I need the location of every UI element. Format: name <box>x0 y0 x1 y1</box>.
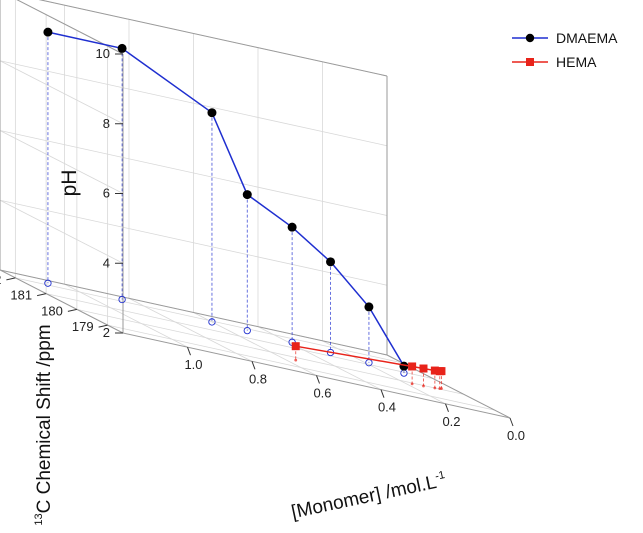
tick-labels: 10 8 6 4 2 182 181 180 179 1.0 0.8 0.6 0.4 0.2 0.0 <box>0 46 525 443</box>
back-wall-grid-line <box>0 130 388 216</box>
hema-point <box>419 364 428 373</box>
hema-floor-projection <box>294 358 298 362</box>
floor-grid-line <box>257 326 382 391</box>
x-tick-label: 0.8 <box>249 371 267 386</box>
x-axis-label-superscript: -1 <box>434 469 446 483</box>
legend-item-dmaema: DMAEMA <box>512 30 618 46</box>
x-tick-label: 0.0 <box>507 428 525 443</box>
x-tick-label: 0.4 <box>378 400 396 415</box>
x-tick-label: 0.2 <box>442 414 460 429</box>
side-wall-grid-line <box>0 60 124 125</box>
box-edge <box>38 0 388 77</box>
dmaema-point <box>399 361 409 371</box>
y-tick-mark <box>98 324 108 328</box>
y-tick-label: 181 <box>10 288 32 303</box>
dmaema-floor-projection <box>208 318 216 326</box>
box-edge <box>0 269 124 334</box>
x-tick-mark <box>187 346 191 356</box>
legend-label-hema: HEMA <box>556 54 597 70</box>
floor-grid-line <box>193 312 317 376</box>
y-tick-label: 180 <box>41 303 63 318</box>
legend-item-hema: HEMA <box>512 54 597 70</box>
dmaema-floor-projection <box>118 295 126 304</box>
drop-lines <box>44 32 443 391</box>
floor-grid-line <box>107 324 495 411</box>
floor-grid-line <box>46 293 434 380</box>
x-tick-label: 1.0 <box>184 357 202 372</box>
legend-label-dmaema: DMAEMA <box>556 30 618 46</box>
floor-grid-line <box>322 340 446 405</box>
legend: DMAEMA HEMA <box>512 30 618 70</box>
x-axis-label: [Monomer] /mol.L-1 <box>289 469 448 523</box>
side-wall-grid-line <box>0 199 124 264</box>
dmaema-floor-projection <box>44 279 52 287</box>
z-axis-label: pH <box>58 170 81 197</box>
y-axis-label-superscript: 13 <box>33 513 45 525</box>
dmaema-point <box>242 190 252 200</box>
dmaema-point <box>117 43 127 53</box>
dmaema-point <box>287 222 297 232</box>
floor-grid-line <box>128 297 253 362</box>
y-tick-mark <box>37 293 47 297</box>
y-tick-label: 179 <box>72 319 94 334</box>
floor-grid-line <box>64 283 188 348</box>
x-tick-label: 0.6 <box>313 386 331 401</box>
x-tick-mark <box>509 417 514 427</box>
x-axis-label-text: [Monomer] /mol.L <box>290 472 439 523</box>
dmaema-series-line <box>47 31 405 367</box>
hema-floor-projection <box>433 386 437 390</box>
x-tick-mark <box>251 361 256 370</box>
hema-floor-projection <box>422 384 425 388</box>
box-edge <box>0 269 388 356</box>
z-tick-label: 8 <box>103 116 110 131</box>
y-axis-label: 13C Chemical Shift /ppm <box>33 324 55 525</box>
x-tick-mark <box>445 403 449 413</box>
svg-text:13C Chemical Shift /ppm: 13C Chemical Shift /ppm <box>33 324 55 525</box>
back-wall-grid-line <box>0 60 388 147</box>
z-tick-label: 10 <box>96 46 110 61</box>
series <box>43 27 446 376</box>
dmaema-point <box>326 257 336 267</box>
hema-floor-projection <box>410 382 414 386</box>
z-tick-label: 6 <box>103 186 110 201</box>
hema-floor-projection <box>440 387 443 390</box>
z-tick-label: 2 <box>103 325 110 340</box>
dmaema-point <box>43 27 53 37</box>
hema-point <box>430 366 439 375</box>
svg-text:[Monomer] /mol.L-1: [Monomer] /mol.L-1 <box>289 469 448 523</box>
back-wall-grid-line <box>0 199 388 286</box>
x-tick-mark <box>316 375 320 384</box>
dmaema-floor-projection <box>243 326 251 335</box>
floor-grid-line <box>76 308 464 395</box>
side-wall-grid-line <box>0 130 124 194</box>
y-tick-mark <box>6 277 16 281</box>
z-tick-label: 4 <box>103 255 110 270</box>
y-tick-label: 182 <box>0 272 1 287</box>
x-tick-mark <box>380 389 385 398</box>
hema-point <box>291 342 300 351</box>
y-axis-label-text: C Chemical Shift /ppm <box>34 324 55 513</box>
y-tick-mark <box>67 308 77 312</box>
dmaema-point <box>364 302 374 312</box>
hema-point <box>408 362 417 371</box>
dmaema-point <box>207 108 217 118</box>
grid <box>0 0 511 419</box>
hema-point <box>437 367 446 376</box>
